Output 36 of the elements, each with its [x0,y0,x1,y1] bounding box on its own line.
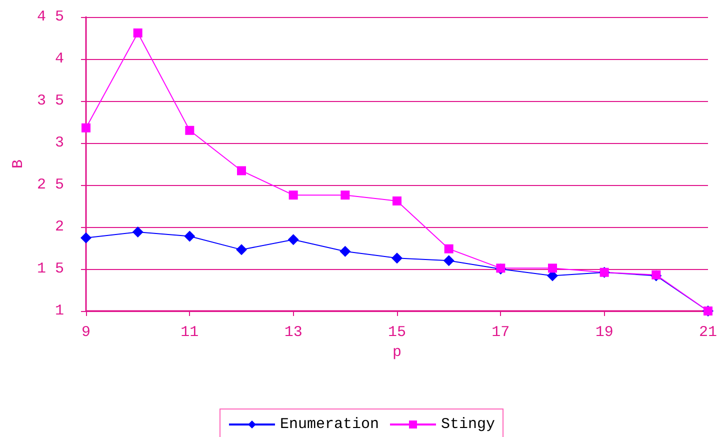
point [444,244,454,254]
point [392,252,402,264]
point [237,166,246,176]
point [288,190,298,200]
x-tick-label: 13 [284,324,302,341]
y-axis-title: B [10,159,28,169]
y-tick-label: 2 [54,218,64,236]
legend-label: Stingy [441,416,496,433]
point [133,28,142,38]
y-tick-label: 1 [54,302,64,320]
point [288,234,299,246]
point [80,232,92,244]
point [82,123,90,132]
y-tick-label: 1 5 [36,260,64,278]
x-tick-label: 9 [81,324,91,341]
point [184,230,196,242]
x-tick-label: 19 [595,324,614,341]
point [185,126,194,135]
y-tick-label: 4 [54,50,64,68]
point [340,246,351,257]
x-tick-label: 15 [388,324,406,341]
x-tick-label: 21 [698,324,718,341]
point [236,244,247,256]
point [392,196,402,206]
y-tick-label: 3 5 [36,92,64,110]
x-tick-label: 11 [180,324,199,341]
point [132,226,144,238]
point [548,264,557,273]
x-axis-title: p [392,344,402,361]
point [340,190,350,200]
legend-label: Enumeration [280,416,380,433]
y-tick-label: 2 5 [36,176,64,194]
y-tick-label: 4 5 [36,8,64,26]
x-tick-label: 17 [492,324,510,341]
y-tick-label: 3 [54,134,64,152]
point [443,255,454,266]
